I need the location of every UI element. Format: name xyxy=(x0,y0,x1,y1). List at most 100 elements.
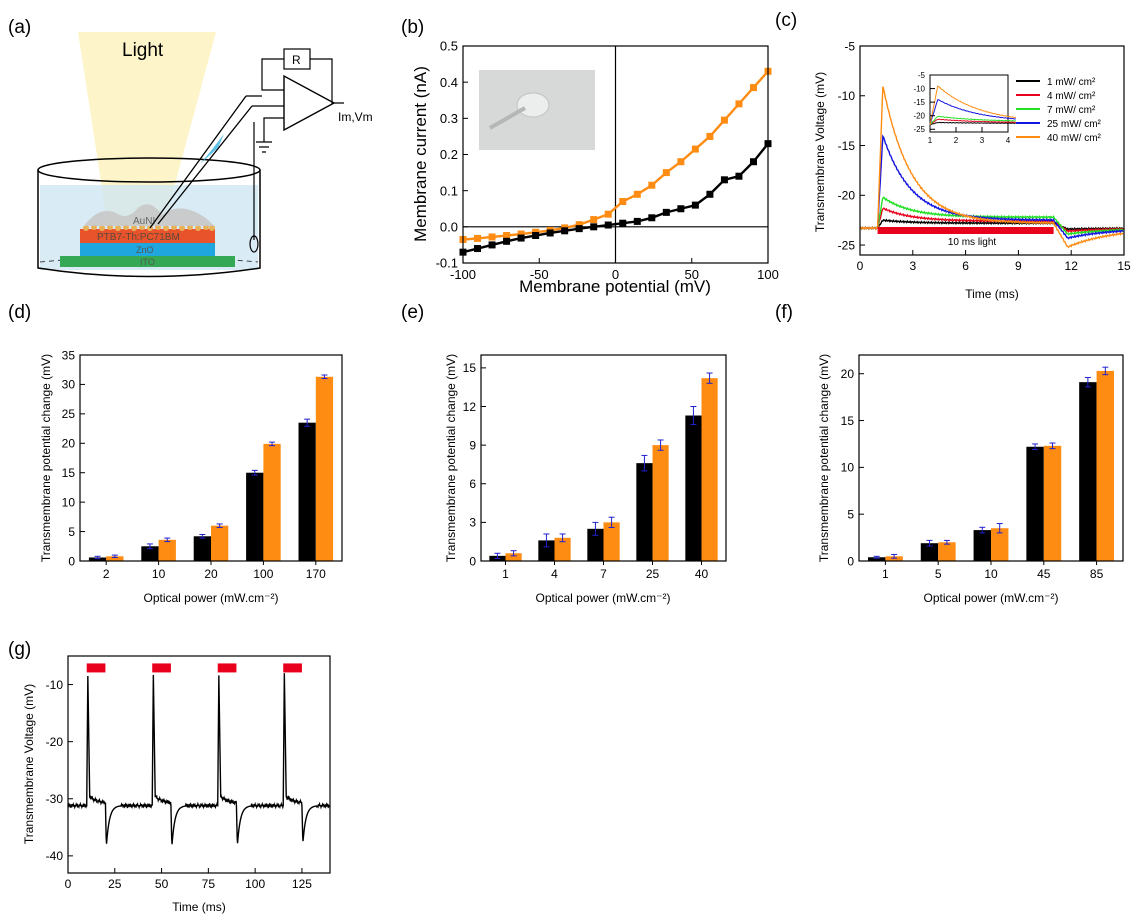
chart-b-marker-orange xyxy=(619,198,627,206)
chart-g-xtick-label: 75 xyxy=(202,877,216,891)
chart-c-frame xyxy=(859,45,1125,256)
chart-b-xtick-label: 0 xyxy=(612,267,619,282)
panel-label-c: (c) xyxy=(775,10,797,31)
chart-d-ytick-label: 25 xyxy=(62,407,76,421)
chart-f-xtick-label: 85 xyxy=(1090,567,1104,581)
chart-c-ytick-label: -15 xyxy=(838,139,856,153)
chart-b-ytick-label: 0.0 xyxy=(440,220,458,235)
legend-label-1: 1 mW/ cm² xyxy=(1047,77,1096,88)
feedback-wire xyxy=(261,58,344,104)
chart-c-inset-trace-black xyxy=(929,121,1016,126)
chart-f-bar-black xyxy=(1026,446,1044,561)
panel-label-a: (a) xyxy=(8,17,31,38)
chart-b-marker-black xyxy=(575,225,583,233)
chart-d-bar-black xyxy=(246,472,264,561)
chart-c-inset-ytick-label: -15 xyxy=(913,98,925,107)
chart-g-frame xyxy=(67,655,331,874)
chart-e-bar-orange xyxy=(505,553,522,561)
chart-b-marker-orange xyxy=(633,190,641,198)
chart-b-series-orange xyxy=(462,70,769,241)
chart-b-marker-orange xyxy=(662,169,670,177)
chart-c-trace-black xyxy=(859,218,1124,232)
chart-g-xtick-label: 50 xyxy=(155,877,169,891)
layer-ptb7-label: PTB7-Th:PC71BM xyxy=(97,232,180,243)
chart-b-marker-black xyxy=(546,229,554,237)
chart-b-ylabel: Membrane current (nA) xyxy=(411,66,430,242)
chart-f-bar-black xyxy=(973,530,991,561)
legend-label-25: 25 mW/ cm² xyxy=(1047,119,1102,130)
chart-b-marker-black xyxy=(488,241,496,249)
chart-g-ytick-label: -20 xyxy=(46,735,64,749)
chart-e-xtick-label: 1 xyxy=(502,567,509,581)
chart-b-marker-orange xyxy=(677,158,685,166)
chart-c-ytick-label: -10 xyxy=(838,89,856,103)
chart-b-marker-orange xyxy=(503,232,511,240)
chart-e-ytick-label: 15 xyxy=(463,361,477,375)
chart-f-bar-orange xyxy=(938,542,956,561)
chart-b-marker-black xyxy=(517,234,525,242)
chart-b-marker-black xyxy=(532,232,540,240)
chart-d-ytick-label: 35 xyxy=(62,348,76,362)
chart-b-series-black xyxy=(462,142,769,254)
chart-c-xtick-label: 15 xyxy=(1117,259,1131,273)
chart-d-ytick-label: 20 xyxy=(62,437,76,451)
chart-d-bar-orange xyxy=(263,443,281,561)
chart-g-trace xyxy=(67,673,331,845)
chart-e-bar-black xyxy=(587,528,604,561)
chart-e-ytick-label: 12 xyxy=(463,400,477,414)
chart-e-bar-black xyxy=(685,415,702,561)
chart-d-bar-orange xyxy=(315,376,334,561)
chart-g-plot: 0 25 50 75 100 125 -10 -20 -30 -40 xyxy=(46,663,331,891)
chart-d-xlabel: Optical power (mW.cm⁻²) xyxy=(143,591,278,605)
chart-g-xtick-label: 25 xyxy=(108,877,122,891)
chart-b-ytick-label: 0.4 xyxy=(440,75,458,90)
chart-b-xtick-label: -100 xyxy=(450,267,476,282)
chart-d-xtick-label: 20 xyxy=(204,567,218,581)
chart-f-bar-black xyxy=(867,557,886,561)
chart-b-marker-black xyxy=(691,201,699,209)
chart-c-inset-ytick-label: -10 xyxy=(913,84,925,93)
light-label: Light xyxy=(122,40,164,61)
layer-zno xyxy=(80,243,215,256)
chart-b-marker-black xyxy=(604,221,612,229)
reference-electrode-tip xyxy=(249,235,259,253)
chart-b-photo-cell xyxy=(516,92,550,118)
chart-b-marker-black xyxy=(590,223,598,231)
chart-b-marker-black xyxy=(619,219,627,227)
chart-f-ytick-label: 0 xyxy=(847,554,854,568)
chart-b-marker-black xyxy=(720,176,728,184)
chart-f-xtick-label: 5 xyxy=(935,567,942,581)
chart-f-ytick-label: 10 xyxy=(841,461,855,475)
chart-b-marker-black xyxy=(706,190,714,198)
chart-c-inset-trace-green xyxy=(929,115,1016,126)
chart-f-bar-orange xyxy=(1043,445,1062,561)
chart-c-ytick-label: -20 xyxy=(838,189,856,203)
chart-g-xtick-label: 125 xyxy=(292,877,312,891)
chart-f-ytick-label: 5 xyxy=(847,508,854,522)
chart-b-marker-orange xyxy=(720,116,728,124)
chart-g-light-pulse xyxy=(152,663,171,673)
panel-label-f: (f) xyxy=(775,302,793,323)
chart-c-inset-xtick-label: 2 xyxy=(954,136,959,145)
chart-e-ytick-label: 0 xyxy=(469,554,476,568)
chart-g-ytick-label: -10 xyxy=(46,678,64,692)
chart-b-marker-black xyxy=(633,217,641,225)
chart-c-inset-ytick-label: -20 xyxy=(913,112,925,121)
chart-b-marker-orange xyxy=(474,234,482,242)
chart-b-marker-black xyxy=(662,208,670,216)
chart-f-bar-black xyxy=(1079,382,1097,561)
chart-e-ytick-label: 3 xyxy=(469,516,476,530)
chart-e-bar-orange xyxy=(652,445,669,561)
chart-e-xlabel: Optical power (mW.cm⁻²) xyxy=(535,591,670,605)
chart-b-marker-orange xyxy=(488,233,496,241)
chart-b-ytick-label: 0.5 xyxy=(440,39,458,54)
chart-c-inset-trace-red xyxy=(929,118,1016,126)
chart-d-xtick-label: 170 xyxy=(306,567,326,581)
chart-b-marker-orange xyxy=(706,132,714,140)
chart-b-xtick-label: 50 xyxy=(685,267,699,282)
chart-b-marker-orange xyxy=(517,230,525,238)
legend-label-7: 7 mW/ cm² xyxy=(1047,105,1096,116)
chart-b-xtick-label: 100 xyxy=(757,267,779,282)
